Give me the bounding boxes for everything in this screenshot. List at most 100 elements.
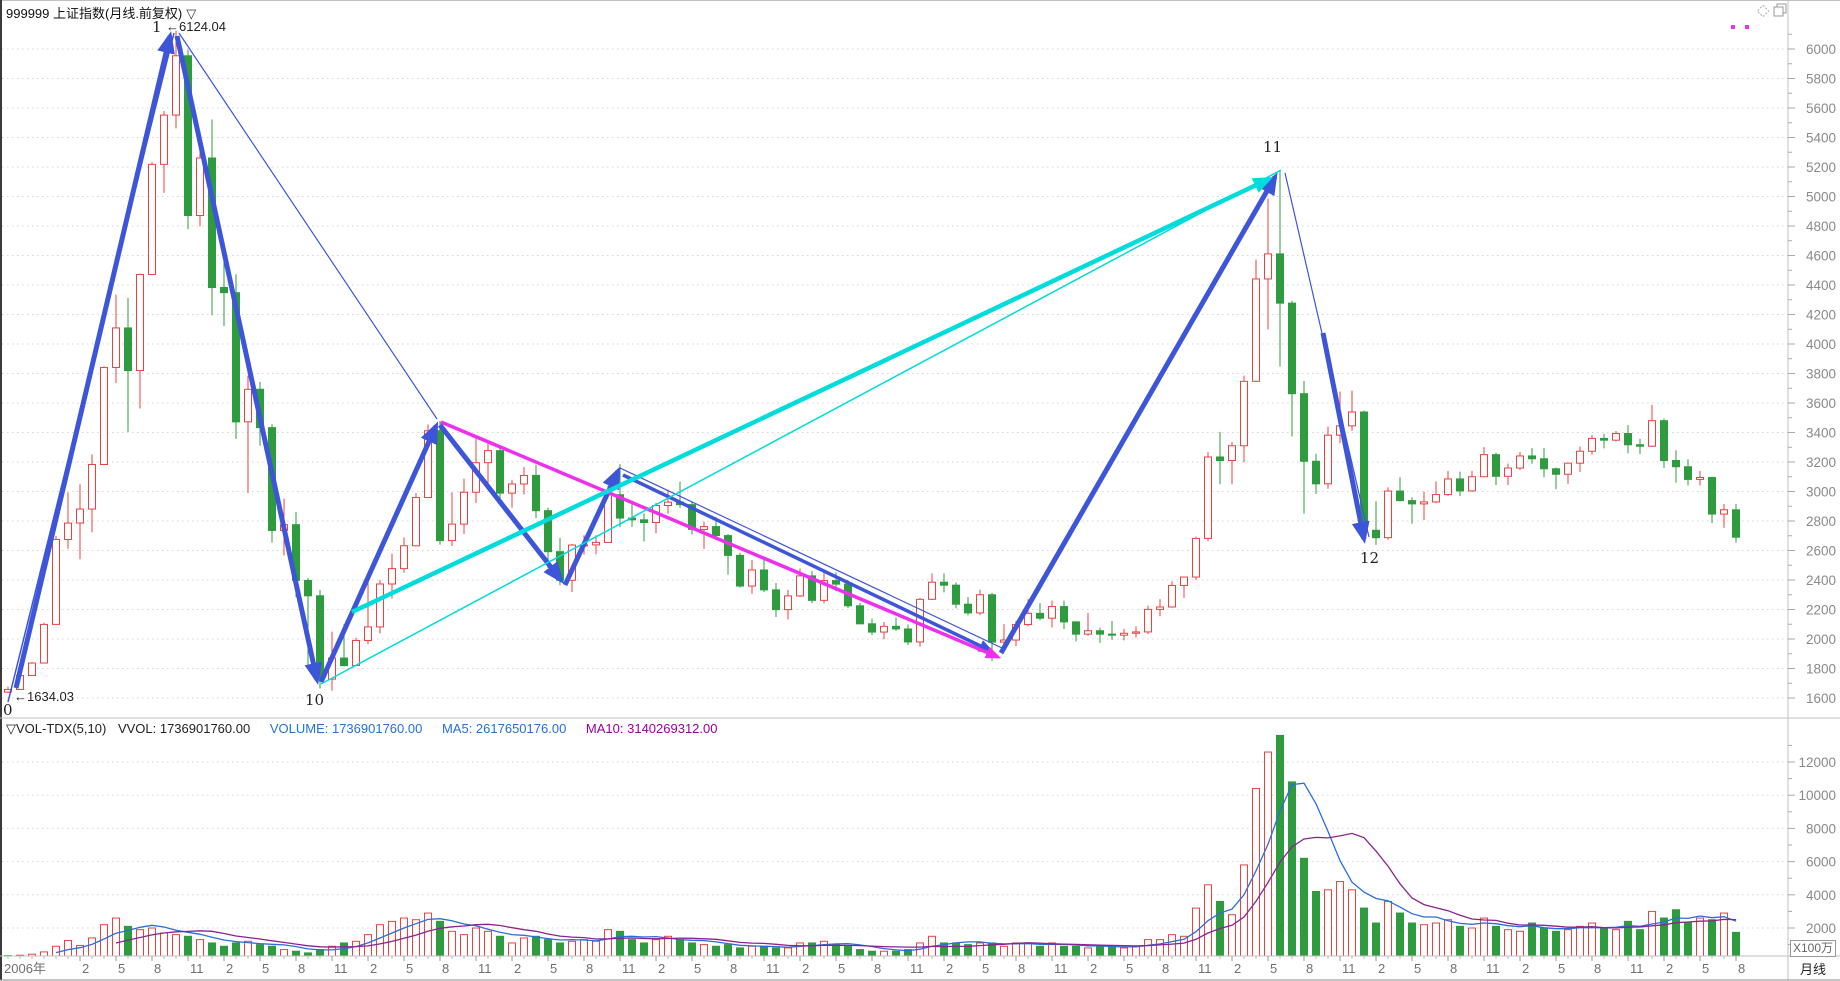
candle	[760, 569, 768, 591]
candle	[1288, 302, 1296, 395]
volume-bar	[1072, 945, 1080, 957]
candle	[1372, 529, 1380, 539]
price-axis-label: 3600	[1806, 396, 1836, 411]
candle	[1312, 460, 1320, 485]
trend-line[interactable]	[998, 172, 1278, 655]
vvol-value: VVOL: 1736901760.00	[117, 721, 251, 736]
candle	[784, 595, 792, 611]
date-axis-label: 5	[982, 961, 989, 976]
candle	[1672, 460, 1680, 468]
candle	[1504, 467, 1512, 477]
cascade-windows-icon[interactable]	[1772, 2, 1788, 18]
date-axis-label: 2	[226, 961, 233, 976]
volume-bar	[1432, 922, 1440, 957]
trend-line[interactable]	[438, 423, 565, 584]
trend-line[interactable]	[1320, 332, 1370, 544]
candle	[1096, 630, 1104, 635]
trend-line[interactable]	[440, 420, 1002, 659]
date-axis-label: 2	[82, 961, 89, 976]
date-axis-label: 5	[1414, 961, 1421, 976]
volume-bar	[628, 939, 636, 957]
candle	[1660, 420, 1668, 462]
candle	[1084, 630, 1092, 635]
volume-bar	[1300, 857, 1308, 957]
candle	[1516, 455, 1524, 469]
price-axis-label: 4600	[1806, 249, 1836, 264]
date-axis-label: 11	[1342, 961, 1356, 976]
volume-bar	[1012, 942, 1020, 957]
volume-bar	[484, 930, 492, 957]
price-axis-label: 5600	[1806, 101, 1836, 116]
trend-line[interactable]	[351, 176, 1274, 615]
date-axis-label: 8	[730, 961, 737, 976]
date-axis-label: 2	[946, 961, 953, 976]
date-axis-label: 8	[874, 961, 881, 976]
volume-bar	[1732, 931, 1740, 957]
volume-bar	[1288, 781, 1296, 957]
candle	[496, 450, 504, 494]
date-axis-label: 5	[1702, 961, 1709, 976]
candle	[1492, 454, 1500, 477]
trend-line[interactable]	[318, 421, 439, 684]
volume-bar	[952, 942, 960, 957]
volume-bar	[1564, 929, 1572, 957]
trend-annotations	[7, 31, 1370, 703]
period-label[interactable]: 月线	[1799, 962, 1826, 977]
trend-line[interactable]	[619, 467, 1003, 649]
candle	[1204, 456, 1212, 539]
ma5-value: MA5: 2617650176.00	[441, 721, 567, 736]
candle	[532, 474, 540, 512]
candle	[1564, 462, 1572, 475]
date-axis-label: 8	[298, 961, 305, 976]
year-axis-label: 2006年	[4, 961, 46, 976]
trend-line[interactable]	[178, 32, 438, 420]
candle	[712, 526, 720, 537]
volume-bar	[448, 930, 456, 957]
volume-axis-label: 12000	[1798, 755, 1836, 770]
candle	[1408, 500, 1416, 505]
volume-bar	[160, 932, 168, 957]
candle	[412, 497, 420, 547]
title-dropdown-icon[interactable]: ▽	[186, 6, 197, 21]
candle	[1732, 509, 1740, 538]
candle	[1600, 437, 1608, 441]
volume-bar	[1612, 929, 1620, 957]
volume-bar	[1516, 930, 1524, 957]
diamond-icon[interactable]	[1755, 3, 1771, 19]
volume-bar	[688, 942, 696, 957]
trend-line[interactable]	[174, 35, 323, 685]
candle	[28, 662, 36, 677]
candle	[1444, 478, 1452, 496]
volume-bar	[736, 947, 744, 957]
volume-bar	[1696, 917, 1704, 957]
volume-bar	[1336, 881, 1344, 957]
candle	[1036, 612, 1044, 619]
date-axis-label: 5	[1126, 961, 1133, 976]
volume-bar	[796, 942, 804, 957]
volume-bar	[460, 934, 468, 957]
date-axis-label: 2	[658, 961, 665, 976]
volume-bar	[184, 935, 192, 957]
trend-line[interactable]	[622, 473, 995, 653]
date-axis-label: 5	[406, 961, 413, 976]
volume-bar	[712, 945, 720, 957]
candle	[1108, 633, 1116, 636]
price-axis-label: 3000	[1806, 485, 1836, 500]
wave-label: 12	[1360, 549, 1379, 567]
date-axis-label: 8	[1738, 961, 1745, 976]
volume-bar	[616, 930, 624, 957]
volume-bar	[1552, 930, 1560, 957]
price-axis-label: 1800	[1806, 662, 1836, 677]
candle	[1048, 606, 1056, 619]
candle	[1384, 490, 1392, 539]
candle	[1432, 494, 1440, 503]
trend-line[interactable]	[320, 169, 1282, 685]
price-axis-label: 6000	[1806, 42, 1836, 57]
date-axis-label: 2	[370, 961, 377, 976]
indicator-name[interactable]: ▽VOL-TDX(5,10)	[6, 721, 107, 736]
date-axis-label: 11	[334, 961, 348, 976]
date-axis-label: 5	[262, 961, 269, 976]
volume-bar	[52, 945, 60, 957]
trend-line[interactable]	[13, 31, 175, 689]
